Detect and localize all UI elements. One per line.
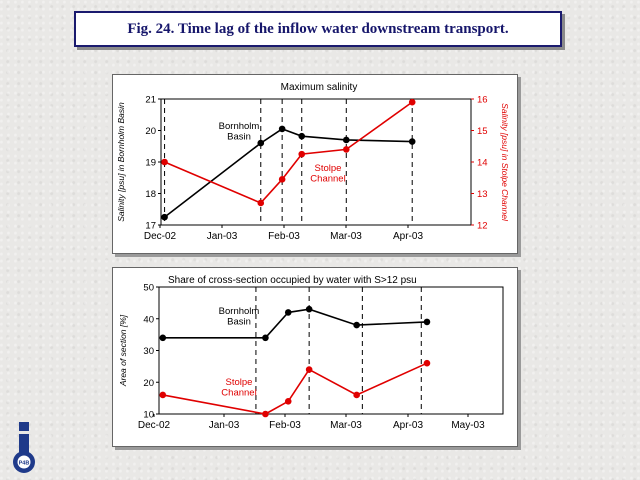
cross-section-chart: Share of cross-section occupied by water…	[118, 275, 504, 431]
data-point-stolpe	[262, 410, 269, 418]
y2-tick-label: 14	[477, 158, 488, 169]
series-label: Channel	[310, 174, 345, 185]
x-tick-label: Mar-03	[330, 420, 362, 431]
slide-title: Fig. 24. Time lag of the inflow water do…	[127, 20, 509, 37]
data-point-bornholm	[305, 305, 313, 313]
x-tick-label: Jan-03	[207, 231, 238, 242]
institute-logo: P4B	[13, 422, 35, 473]
logo-dot	[19, 422, 29, 431]
chart-title: Maximum salinity	[281, 82, 358, 93]
series-label: Bornholm	[219, 306, 260, 317]
data-point-bornholm	[262, 334, 269, 342]
y2-tick-label: 13	[477, 189, 488, 200]
data-point-bornholm	[284, 309, 292, 316]
plot-frame	[160, 98, 472, 226]
y-tick-label: 50	[143, 283, 154, 294]
y-tick-label: 20	[143, 378, 154, 389]
y-tick-label: 18	[145, 189, 156, 200]
data-point-bornholm	[159, 334, 167, 342]
logo-ring-inner	[17, 455, 31, 469]
data-point-stolpe	[284, 398, 292, 405]
data-point-bornholm	[423, 318, 431, 326]
data-point-stolpe	[278, 176, 286, 183]
y-tick-label: 17	[145, 221, 156, 232]
y-tick-label: 40	[143, 314, 154, 325]
data-point-bornholm	[408, 138, 416, 145]
data-point-stolpe	[353, 391, 360, 399]
series-label: Channel	[221, 388, 256, 399]
y-tick-label: 30	[143, 346, 154, 357]
x-tick-label: Apr-03	[393, 231, 423, 242]
series-line-stolpe	[162, 362, 428, 415]
chart-panel-cross-section: Share of cross-section occupied by water…	[112, 267, 518, 447]
y2-tick-label: 15	[477, 126, 488, 137]
series-line-stolpe	[164, 101, 413, 204]
chart-title: Share of cross-section occupied by water…	[168, 275, 417, 286]
slide-title-box: Fig. 24. Time lag of the inflow water do…	[74, 11, 562, 47]
y2-axis-label: Salinity [psu] in Stolpe Channel	[500, 103, 510, 222]
x-tick-label: Dec-02	[144, 231, 177, 242]
series-label: Stolpe	[226, 377, 253, 388]
y2-tick-label: 12	[477, 221, 488, 232]
x-tick-label: May-03	[451, 420, 485, 431]
data-point-stolpe	[159, 391, 167, 399]
x-tick-label: Jan-03	[209, 420, 240, 431]
data-point-stolpe	[408, 98, 416, 106]
series-line-bornholm	[162, 308, 428, 339]
y-axis-label: Area of section [%]	[118, 314, 128, 387]
chart-panel-max-salinity: Maximum salinity Dec-02 Jan-03 Feb-03 Mar-03…	[112, 74, 518, 254]
logo-text: P4B	[19, 461, 30, 467]
data-point-stolpe	[423, 359, 431, 367]
logo-stem	[19, 434, 29, 456]
y-tick-label: 20	[145, 126, 156, 137]
y-tick-label: 19	[145, 158, 156, 169]
y-axis-label: Salinity [psu] in Bornholm Basin	[116, 102, 126, 222]
x-tick-label: Feb-03	[268, 231, 300, 242]
series-label: Stolpe	[315, 163, 342, 174]
data-point-stolpe	[342, 146, 350, 153]
x-tick-label: Feb-03	[269, 420, 301, 431]
series-line-bornholm	[164, 128, 413, 218]
data-point-bornholm	[161, 213, 168, 221]
plot-frame	[158, 286, 504, 415]
y-tick-label: 10	[143, 410, 154, 421]
data-point-bornholm	[257, 139, 265, 147]
data-point-stolpe	[305, 366, 313, 373]
data-point-stolpe	[257, 199, 265, 207]
series-label: Basin	[227, 132, 251, 143]
y-tick-label: 21	[145, 95, 156, 106]
y2-tick-label: 16	[477, 95, 488, 106]
data-point-bornholm	[298, 132, 306, 140]
x-tick-label: Apr-03	[393, 420, 423, 431]
series-label: Basin	[227, 317, 251, 328]
data-point-stolpe	[161, 158, 168, 166]
data-point-stolpe	[298, 150, 306, 158]
max-salinity-chart: Maximum salinity Dec-02 Jan-03 Feb-03 Mar-03…	[116, 82, 510, 242]
x-tick-label: Dec-02	[138, 420, 171, 431]
data-point-bornholm	[353, 321, 360, 329]
series-label: Bornholm	[219, 121, 260, 132]
x-tick-label: Mar-03	[330, 231, 362, 242]
data-point-bornholm	[342, 136, 350, 144]
data-point-bornholm	[278, 125, 286, 133]
